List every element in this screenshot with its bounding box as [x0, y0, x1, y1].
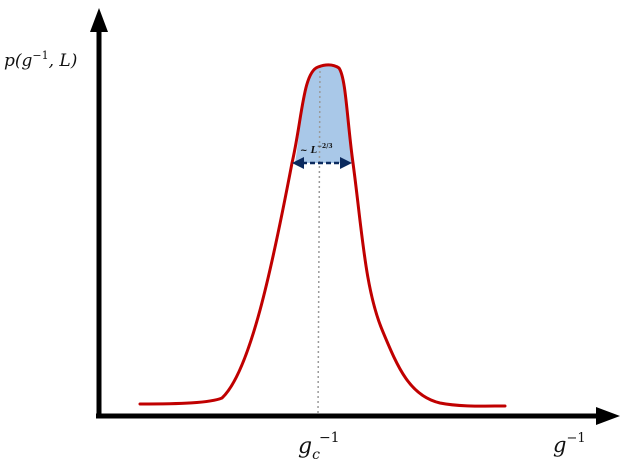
center-line: [317, 65, 321, 416]
x-axis-label: g−1: [553, 431, 586, 457]
y-axis: [90, 8, 108, 418]
width-annotation: ~ L−2/3: [300, 143, 333, 156]
x-tick-critical-label: gc−1: [298, 430, 340, 463]
distribution-curve: [138, 63, 507, 408]
peak-shaded-region: [295, 64, 353, 163]
x-axis: [96, 407, 620, 425]
y-axis-label: p(g−1, L): [4, 49, 77, 71]
width-double-arrow: [292, 157, 352, 169]
